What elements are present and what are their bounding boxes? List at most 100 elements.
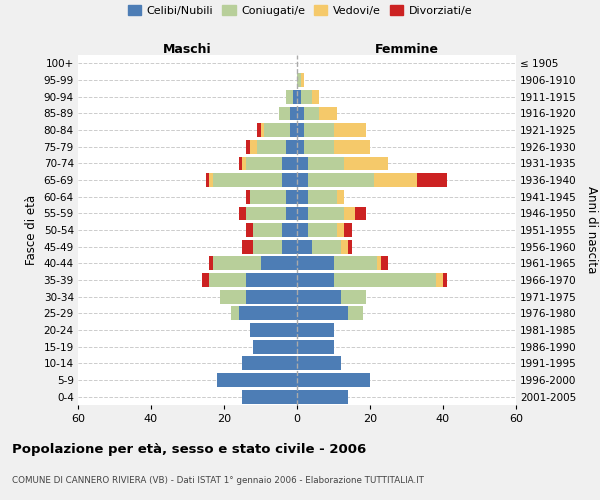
Bar — [239, 206, 246, 220]
Bar — [304, 123, 334, 137]
Bar — [213, 173, 283, 187]
Bar — [283, 156, 297, 170]
Y-axis label: Anni di nascita: Anni di nascita — [585, 186, 598, 274]
Bar — [242, 356, 297, 370]
Bar — [348, 240, 352, 254]
Bar — [290, 123, 297, 137]
Bar — [301, 73, 304, 87]
Bar — [341, 290, 367, 304]
Bar — [297, 306, 348, 320]
Bar — [319, 106, 337, 120]
Bar — [337, 223, 344, 237]
Y-axis label: Fasce di età: Fasce di età — [25, 195, 38, 265]
Bar — [334, 140, 370, 153]
Bar — [213, 256, 260, 270]
Bar — [209, 256, 213, 270]
Bar — [202, 273, 209, 287]
Bar — [246, 140, 250, 153]
Bar — [297, 290, 341, 304]
Bar — [250, 323, 297, 337]
Bar — [334, 273, 436, 287]
Bar — [311, 90, 319, 104]
Bar — [242, 156, 246, 170]
Bar — [297, 190, 308, 203]
Legend: Celibi/Nubili, Coniugati/e, Vedovi/e, Divorziati/e: Celibi/Nubili, Coniugati/e, Vedovi/e, Di… — [124, 0, 476, 20]
Bar — [297, 223, 308, 237]
Bar — [283, 223, 297, 237]
Bar — [297, 240, 311, 254]
Bar — [381, 256, 388, 270]
Bar — [297, 373, 370, 387]
Bar — [293, 90, 297, 104]
Bar — [308, 223, 337, 237]
Bar — [337, 190, 344, 203]
Text: Popolazione per età, sesso e stato civile - 2006: Popolazione per età, sesso e stato civil… — [12, 442, 366, 456]
Bar — [257, 123, 260, 137]
Bar — [260, 256, 297, 270]
Bar — [286, 140, 297, 153]
Bar — [297, 106, 304, 120]
Bar — [246, 190, 250, 203]
Bar — [286, 206, 297, 220]
Bar — [246, 223, 253, 237]
Bar — [239, 156, 242, 170]
Bar — [217, 373, 297, 387]
Bar — [290, 106, 297, 120]
Bar — [334, 123, 367, 137]
Bar — [344, 156, 388, 170]
Bar — [253, 240, 283, 254]
Bar — [209, 273, 246, 287]
Bar — [257, 140, 286, 153]
Bar — [348, 306, 363, 320]
Bar — [344, 206, 355, 220]
Bar — [297, 173, 308, 187]
Bar — [297, 206, 308, 220]
Bar — [297, 356, 341, 370]
Bar — [297, 390, 348, 404]
Bar — [443, 273, 446, 287]
Bar — [308, 190, 337, 203]
Bar — [297, 73, 301, 87]
Bar — [301, 90, 311, 104]
Bar — [246, 156, 283, 170]
Bar — [246, 273, 297, 287]
Text: COMUNE DI CANNERO RIVIERA (VB) - Dati ISTAT 1° gennaio 2006 - Elaborazione TUTTI: COMUNE DI CANNERO RIVIERA (VB) - Dati IS… — [12, 476, 424, 485]
Bar — [297, 273, 334, 287]
Bar — [246, 290, 297, 304]
Bar — [341, 240, 348, 254]
Bar — [220, 290, 246, 304]
Bar — [253, 223, 283, 237]
Bar — [253, 340, 297, 353]
Bar — [308, 206, 344, 220]
Bar — [344, 223, 352, 237]
Text: Femmine: Femmine — [374, 43, 439, 56]
Bar — [377, 256, 381, 270]
Bar — [297, 323, 334, 337]
Bar — [308, 156, 344, 170]
Bar — [283, 240, 297, 254]
Bar — [206, 173, 209, 187]
Bar — [374, 173, 418, 187]
Bar — [355, 206, 367, 220]
Bar — [297, 256, 334, 270]
Bar — [250, 190, 286, 203]
Bar — [286, 190, 297, 203]
Bar — [242, 240, 253, 254]
Bar — [264, 123, 290, 137]
Bar — [304, 106, 319, 120]
Bar — [297, 156, 308, 170]
Bar — [246, 206, 286, 220]
Bar — [311, 240, 341, 254]
Bar — [418, 173, 446, 187]
Bar — [242, 390, 297, 404]
Bar — [250, 140, 257, 153]
Bar — [239, 306, 297, 320]
Bar — [334, 256, 377, 270]
Bar — [308, 173, 374, 187]
Bar — [260, 123, 264, 137]
Text: Maschi: Maschi — [163, 43, 212, 56]
Bar — [436, 273, 443, 287]
Bar — [286, 90, 293, 104]
Bar — [304, 140, 334, 153]
Bar — [209, 173, 213, 187]
